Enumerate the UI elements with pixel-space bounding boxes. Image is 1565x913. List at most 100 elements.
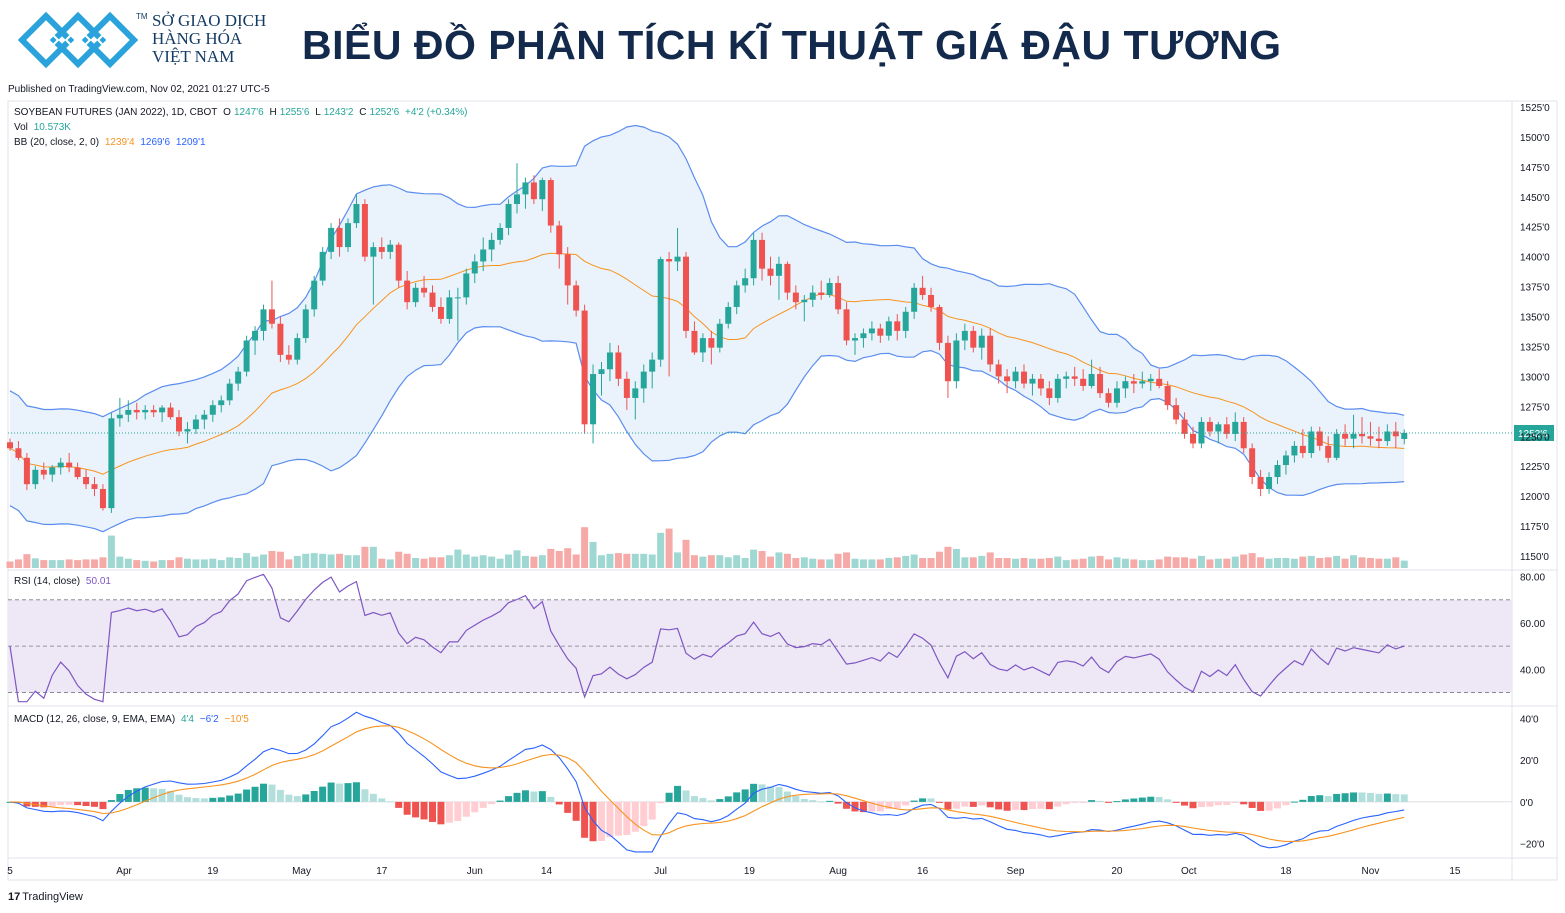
macd-histogram-bar (936, 801, 943, 803)
candle-body (1342, 433, 1349, 439)
macd-histogram-bar (1003, 801, 1011, 811)
candle-body (691, 330, 698, 353)
volume-bar (792, 558, 800, 568)
price-tick-label: 1500'0 (1520, 133, 1550, 144)
candle-body (345, 223, 351, 248)
candle-body (826, 283, 833, 295)
price-tick-label: 1150'0 (1520, 552, 1549, 563)
macd-histogram-bar (792, 796, 800, 802)
macd-hist-value: 4'4 (180, 714, 194, 725)
candle-body (252, 330, 259, 341)
macd-histogram-bar (961, 801, 969, 807)
candle-body (1130, 381, 1137, 384)
macd-histogram-bar (1240, 801, 1248, 805)
candle-body (201, 414, 208, 420)
volume-bar (859, 559, 867, 568)
macd-histogram-bar (809, 800, 817, 802)
volume-bar (183, 558, 191, 568)
volume-label: Vol (14, 122, 28, 133)
candle-body (885, 321, 892, 336)
candle-body (877, 328, 884, 336)
macd-histogram-bar (800, 798, 808, 802)
macd-tick-label: −20'0 (1520, 840, 1545, 851)
macd-tick-label: 40'0 (1520, 714, 1539, 725)
price-tick-label: 1200'0 (1520, 492, 1550, 503)
macd-histogram-bar (386, 801, 394, 803)
macd-histogram-bar (1223, 801, 1231, 805)
candle-body (775, 263, 782, 276)
candle-body (83, 476, 90, 485)
candle-body (556, 225, 563, 255)
rsi-tick-label: 60.00 (1520, 619, 1545, 630)
candle-body (1316, 431, 1323, 446)
candle-body (235, 371, 242, 384)
macd-histogram-bar (209, 797, 217, 802)
candle-body (209, 405, 216, 415)
volume-bar (716, 555, 724, 568)
price-tick-label: 1375'0 (1520, 283, 1550, 294)
time-tick-label: 15 (1449, 866, 1461, 877)
macd-histogram-bar (572, 801, 580, 821)
candle-body (387, 244, 394, 252)
volume-bar (488, 556, 496, 568)
volume-bar (1316, 558, 1324, 568)
candle-body (522, 182, 529, 195)
macd-histogram-bar (538, 791, 546, 802)
price-tick-label: 1425'0 (1520, 223, 1550, 234)
macd-histogram-bar (944, 801, 952, 810)
candle-body (1173, 405, 1180, 420)
macd-histogram-bar (23, 801, 31, 807)
volume-bar (403, 553, 411, 568)
candle-body (116, 414, 123, 419)
volume-bar (1223, 558, 1231, 568)
candle-body (74, 467, 81, 477)
macd-histogram-bar (226, 795, 234, 802)
candle-body (412, 287, 419, 303)
candle-body (7, 442, 13, 449)
candle-body (159, 407, 166, 413)
candle-body (404, 280, 411, 303)
macd-histogram-bar (395, 801, 403, 808)
macd-histogram-bar (192, 798, 200, 802)
macd-histogram-bar (952, 801, 960, 809)
volume-bar (40, 560, 48, 568)
volume-bar (505, 554, 513, 568)
candle-body (1054, 378, 1061, 398)
volume-bar (1282, 558, 1290, 568)
macd-histogram-bar (834, 801, 842, 804)
volume-bar (1333, 555, 1341, 568)
volume-bar (1172, 557, 1180, 568)
candle-body (606, 352, 613, 370)
candle-body (1240, 421, 1247, 449)
macd-histogram-bar (910, 800, 918, 802)
candle-body (167, 407, 174, 418)
volume-bar (1375, 558, 1383, 568)
volume-bar (116, 556, 124, 568)
candle-body (944, 342, 951, 382)
macd-histogram-bar (1181, 801, 1189, 806)
macd-histogram-bar (403, 801, 411, 815)
macd-histogram-bar (995, 801, 1003, 810)
macd-histogram-bar (564, 801, 572, 813)
macd-histogram-bar (1282, 801, 1290, 806)
macd-histogram-bar (310, 791, 318, 802)
candle-body (868, 328, 875, 334)
macd-histogram-bar (859, 801, 867, 813)
candle-body (640, 371, 647, 389)
volume-bar (826, 559, 834, 568)
time-tick-label: 19 (744, 866, 756, 877)
candle-body (23, 457, 30, 485)
volume-bar (1121, 558, 1129, 568)
volume-bar (319, 553, 327, 568)
macd-histogram-bar (1316, 795, 1324, 802)
macd-histogram-bar (530, 791, 538, 802)
volume-bar (158, 560, 166, 568)
signal-line (9, 725, 1405, 842)
volume-bar (1071, 559, 1079, 568)
candle-body (1350, 433, 1357, 439)
candle-body (1257, 476, 1264, 489)
macd-histogram-bar (606, 801, 614, 837)
close-value: 1252'6 (369, 107, 400, 118)
macd-histogram-bar (234, 793, 242, 802)
